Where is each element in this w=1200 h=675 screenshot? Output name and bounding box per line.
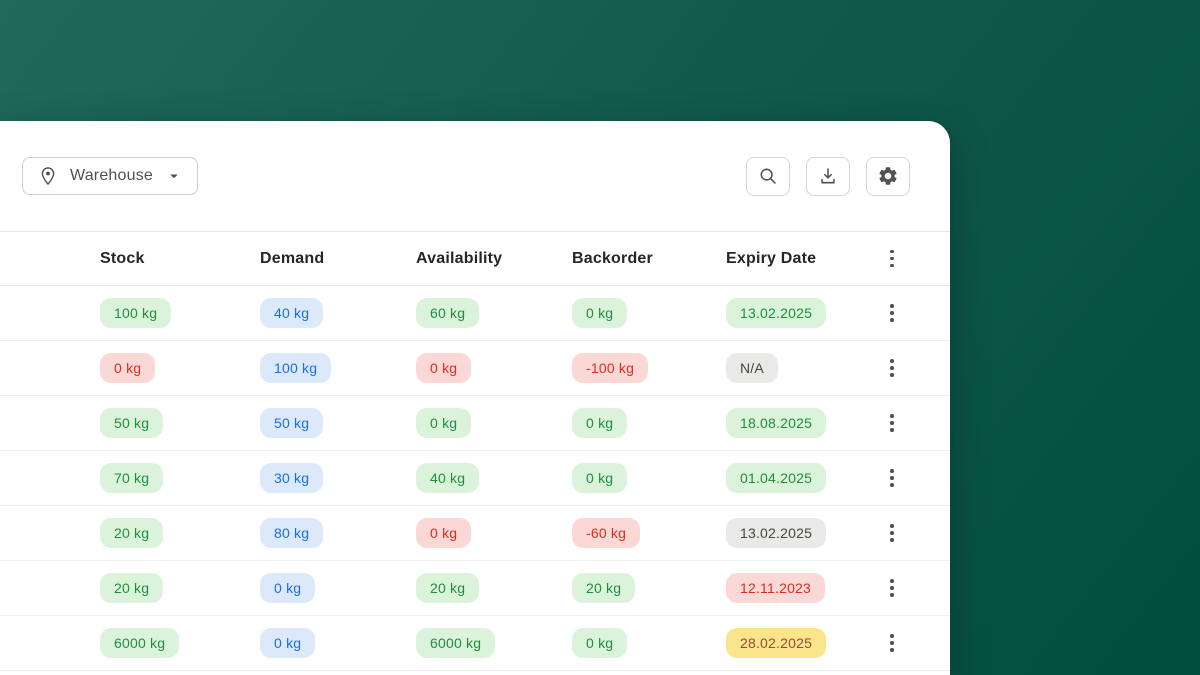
column-header-backorder: Backorder (572, 249, 653, 267)
table-row: 20 kg 80 kg 0 kg -60 kg 13.02.2025 (0, 506, 950, 561)
backorder-value-pill: 0 kg (572, 463, 628, 493)
expiry-date-pill: 13.02.2025 (726, 298, 827, 328)
table-row: 100 kg 40 kg 60 kg 0 kg 13.02.2025 (0, 286, 950, 341)
inventory-panel: Warehouse (0, 121, 950, 675)
availability-value-pill: 0 kg (416, 353, 472, 383)
toolbar-actions (746, 156, 910, 196)
backorder-value-pill: 20 kg (572, 573, 636, 603)
row-menu-button[interactable] (882, 298, 902, 328)
availability-value-pill: 0 kg (416, 408, 472, 438)
kebab-menu-icon (890, 304, 894, 308)
demand-value-pill: 0 kg (260, 628, 316, 658)
header-menu-button[interactable] (882, 244, 902, 274)
gear-icon (877, 165, 899, 187)
search-button[interactable] (746, 156, 790, 196)
kebab-menu-icon (890, 414, 894, 418)
expiry-date-pill: 12.11.2023 (726, 573, 826, 603)
demand-value-pill: 40 kg (260, 298, 324, 328)
kebab-menu-icon (890, 634, 894, 638)
kebab-menu-icon (890, 249, 894, 254)
table-row: 0 kg 100 kg 0 kg -100 kg N/A (0, 341, 950, 396)
stock-value-pill: 70 kg (100, 463, 164, 493)
kebab-menu-icon (890, 469, 894, 473)
demand-value-pill: 50 kg (260, 408, 324, 438)
demand-value-pill: 30 kg (260, 463, 324, 493)
stock-value-pill: 20 kg (100, 518, 164, 548)
demand-value-pill: 0 kg (260, 573, 316, 603)
availability-value-pill: 6000 kg (416, 628, 496, 658)
chevron-down-icon (165, 167, 183, 185)
table-body: 100 kg 40 kg 60 kg 0 kg 13.02.2025 0 kg … (0, 286, 950, 671)
toolbar: Warehouse (0, 121, 950, 231)
kebab-menu-icon (890, 524, 894, 528)
stock-value-pill: 100 kg (100, 298, 172, 328)
row-menu-button[interactable] (882, 518, 902, 548)
table-row: 70 kg 30 kg 40 kg 0 kg 01.04.2025 (0, 451, 950, 506)
location-pin-icon (38, 166, 58, 186)
expiry-date-pill: 18.08.2025 (726, 408, 827, 438)
table-row: 6000 kg 0 kg 6000 kg 0 kg 28.02.2025 (0, 616, 950, 671)
row-menu-button[interactable] (882, 408, 902, 438)
stock-value-pill: 6000 kg (100, 628, 180, 658)
availability-value-pill: 60 kg (416, 298, 480, 328)
stock-value-pill: 20 kg (100, 573, 164, 603)
stock-value-pill: 50 kg (100, 408, 164, 438)
expiry-date-pill: 13.02.2025 (726, 518, 827, 548)
column-header-stock: Stock (100, 249, 145, 267)
demand-value-pill: 80 kg (260, 518, 324, 548)
backorder-value-pill: 0 kg (572, 628, 628, 658)
settings-button[interactable] (866, 156, 910, 196)
expiry-date-pill: 01.04.2025 (726, 463, 827, 493)
column-header-availability: Availability (416, 249, 503, 267)
expiry-date-pill: 28.02.2025 (726, 628, 827, 658)
demand-value-pill: 100 kg (260, 353, 332, 383)
table-row: 50 kg 50 kg 0 kg 0 kg 18.08.2025 (0, 396, 950, 451)
column-header-expiry-date: Expiry Date (726, 249, 817, 267)
row-menu-button[interactable] (882, 628, 902, 658)
row-menu-button[interactable] (882, 353, 902, 383)
backorder-value-pill: 0 kg (572, 408, 628, 438)
row-menu-button[interactable] (882, 463, 902, 493)
backorder-value-pill: -100 kg (572, 353, 649, 383)
kebab-menu-icon (890, 359, 894, 363)
row-menu-button[interactable] (882, 573, 902, 603)
warehouse-selector-label: Warehouse (70, 167, 154, 184)
availability-value-pill: 0 kg (416, 518, 472, 548)
table-header-row: Stock Demand Availability Backorder Expi… (0, 231, 950, 286)
availability-value-pill: 40 kg (416, 463, 480, 493)
download-button[interactable] (806, 156, 850, 196)
backorder-value-pill: 0 kg (572, 298, 628, 328)
warehouse-selector-dropdown[interactable]: Warehouse (22, 157, 199, 195)
table-row: 20 kg 0 kg 20 kg 20 kg 12.11.2023 (0, 561, 950, 616)
column-header-demand: Demand (260, 249, 325, 267)
stock-value-pill: 0 kg (100, 353, 156, 383)
kebab-menu-icon (890, 579, 894, 583)
expiry-date-pill: N/A (726, 353, 778, 383)
availability-value-pill: 20 kg (416, 573, 480, 603)
download-icon (817, 165, 839, 187)
backorder-value-pill: -60 kg (572, 518, 641, 548)
search-icon (757, 165, 779, 187)
